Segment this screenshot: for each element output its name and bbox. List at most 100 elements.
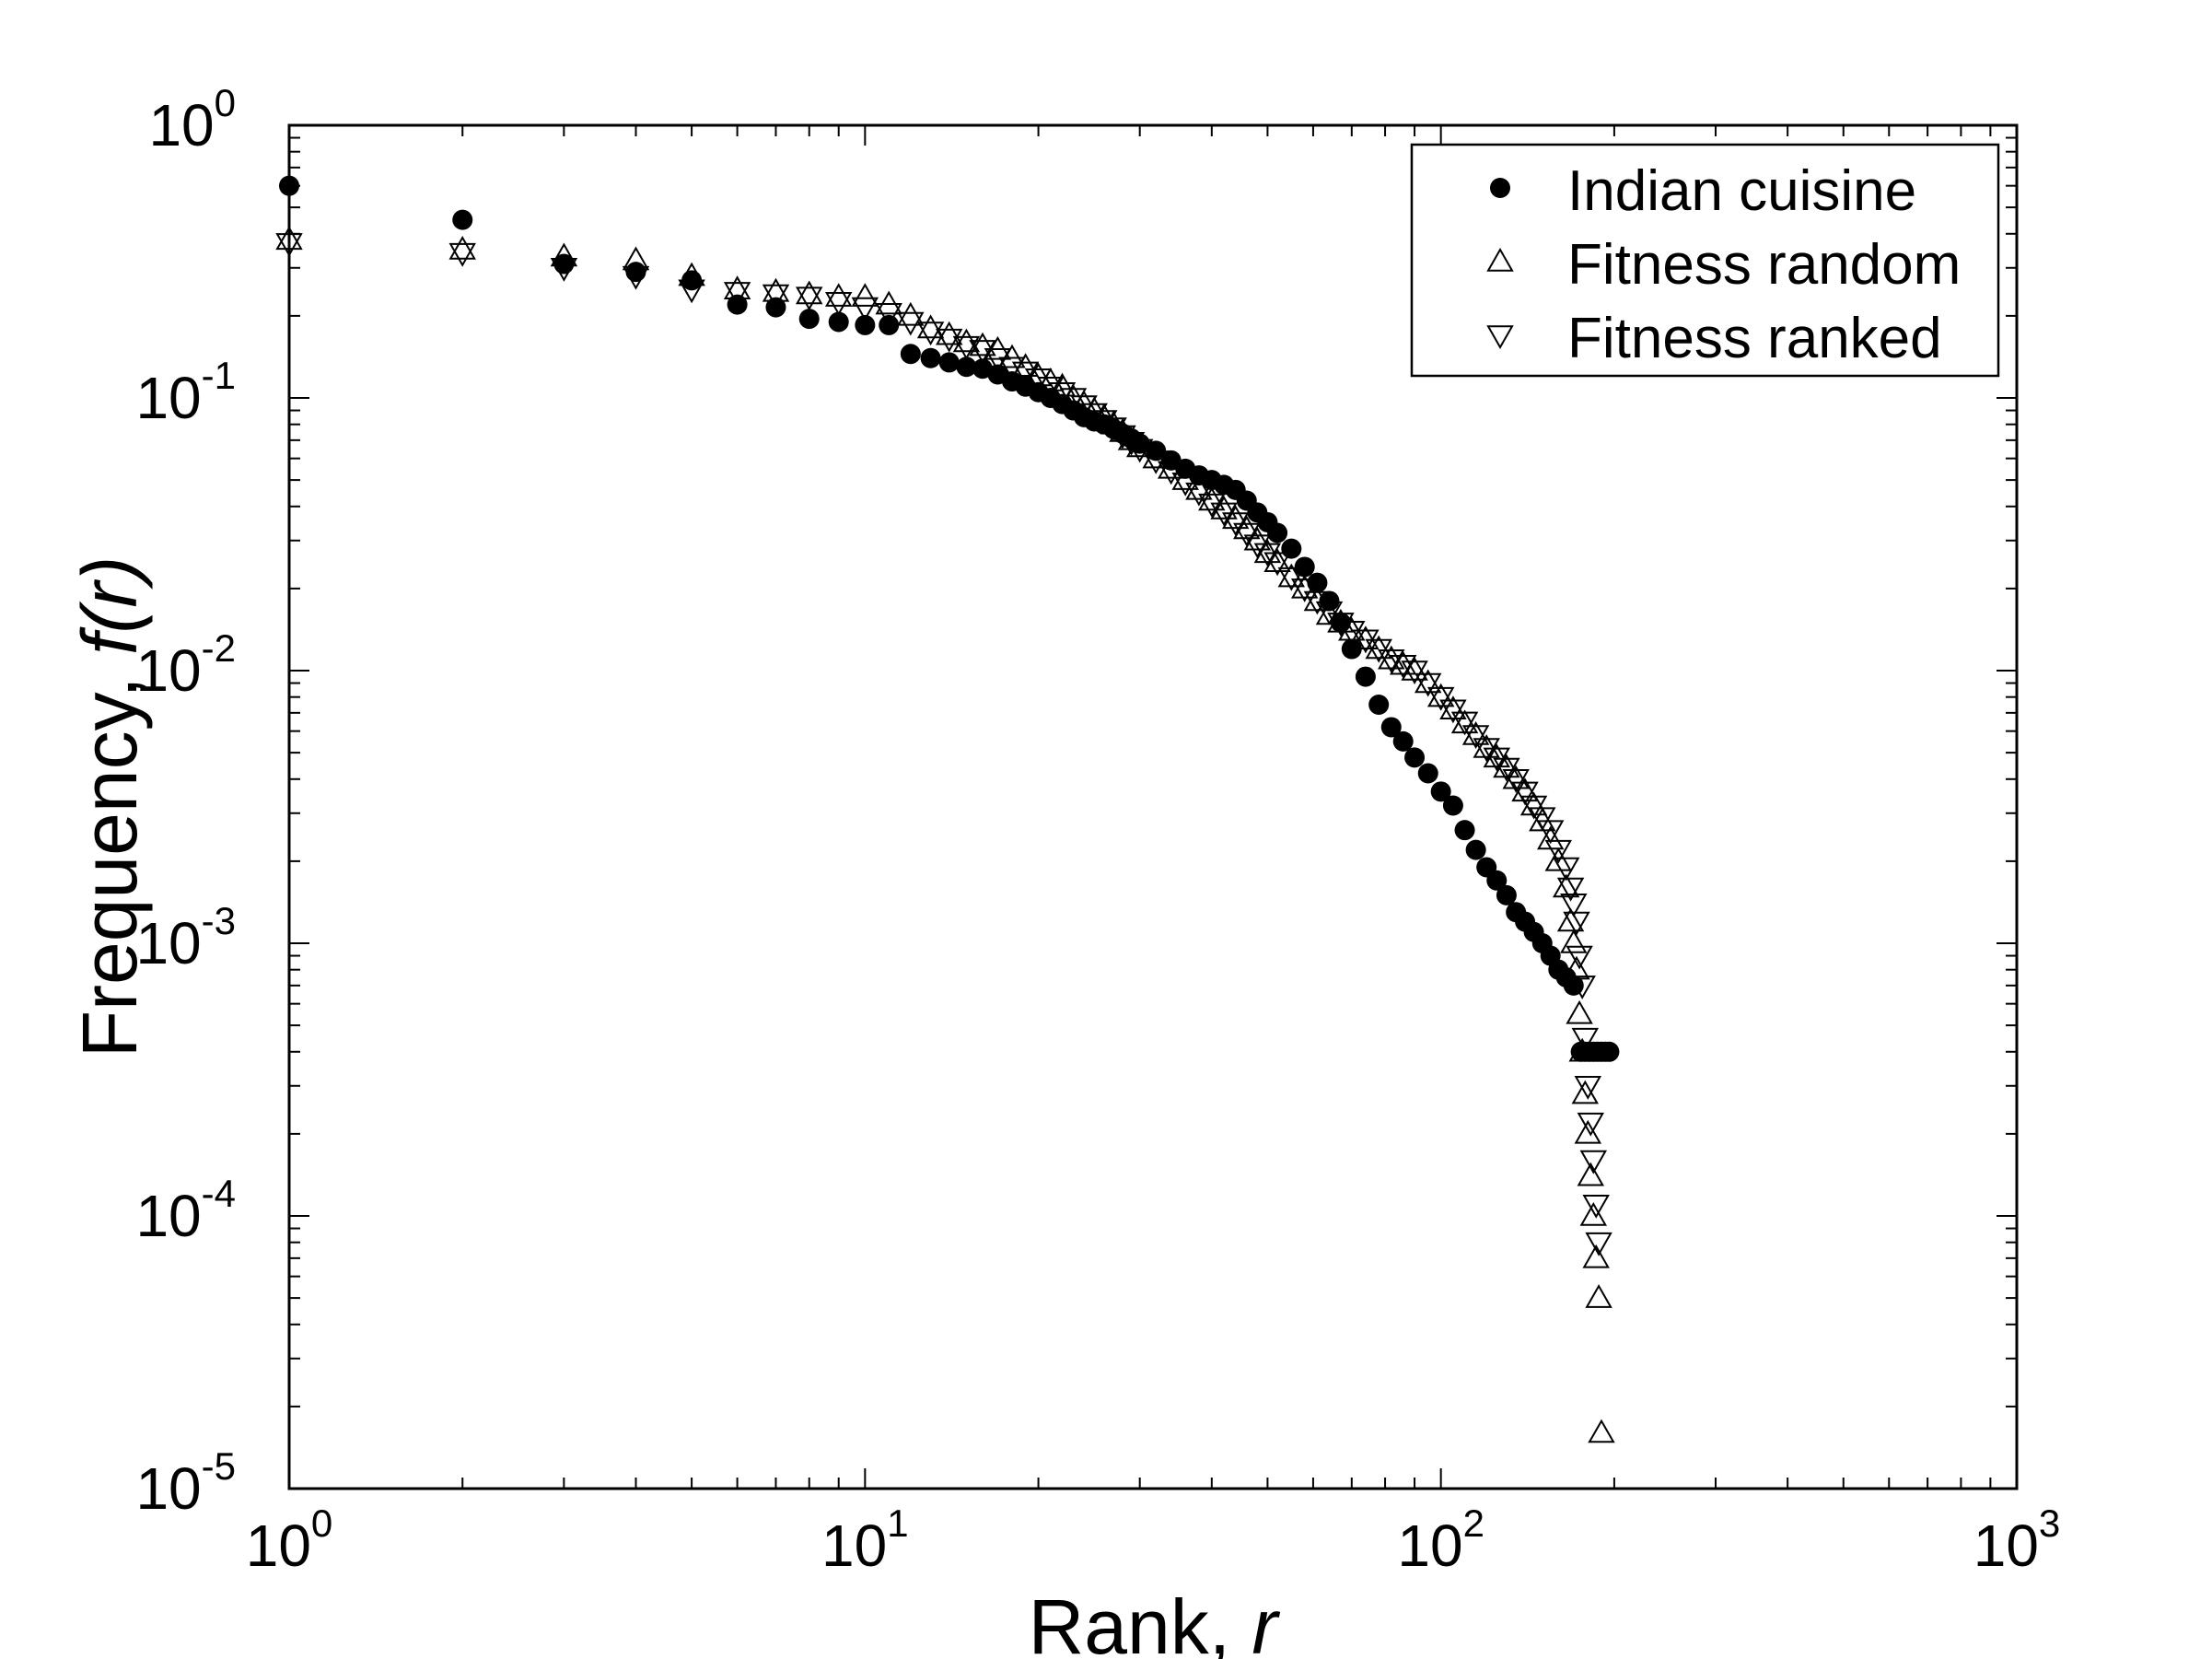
data-point — [952, 335, 981, 360]
data-point — [727, 294, 748, 315]
data-point — [855, 314, 876, 335]
data-point — [1493, 754, 1520, 778]
data-point — [1330, 612, 1351, 633]
data-point — [1414, 672, 1442, 697]
x-tick-label: 102 — [1397, 1501, 1484, 1579]
y-axis-title: Frequency, f(r) — [66, 556, 153, 1058]
data-point — [828, 311, 849, 333]
data-point — [1439, 699, 1467, 724]
data-point — [1585, 1232, 1612, 1256]
data-point — [851, 297, 879, 321]
plot-area — [287, 123, 2019, 1490]
legend-item: Fitness ranked — [1486, 307, 1942, 370]
data-point — [1380, 717, 1402, 738]
x-tick-label: 100 — [246, 1501, 333, 1579]
x-tick-label: 101 — [821, 1501, 909, 1579]
legend-item: Fitness random — [1486, 233, 1961, 297]
data-point — [1294, 556, 1315, 578]
data-point — [1365, 635, 1392, 660]
data-point — [765, 297, 786, 318]
legend-item: Indian cuisine — [1490, 159, 1916, 223]
data-point — [824, 292, 853, 316]
data-point — [1389, 650, 1417, 675]
data-point — [1338, 621, 1366, 645]
data-point — [1556, 907, 1585, 932]
data-point — [1263, 552, 1291, 577]
data-point — [1253, 543, 1282, 567]
data-point — [1563, 975, 1584, 996]
data-point — [1529, 807, 1556, 832]
y-tick-label: 100 — [148, 81, 236, 158]
data-point — [1011, 361, 1040, 386]
data-point — [1307, 572, 1328, 593]
data-point — [1378, 649, 1405, 673]
data-point — [1210, 495, 1238, 520]
y-tick-label: 10-2 — [135, 626, 236, 704]
data-point — [681, 270, 703, 291]
plot-frame — [287, 123, 2019, 1490]
legend-marker — [1486, 247, 1514, 272]
data-point — [1233, 522, 1261, 547]
axis-tick-labels: 100 101 102 103 100 10-1 10-2 10-3 10-4 10-5 — [135, 81, 2060, 1579]
data-point — [1473, 738, 1500, 763]
data-point — [1417, 763, 1438, 784]
data-point — [938, 352, 960, 373]
x-tick-label: 103 — [1973, 1501, 2061, 1579]
data-point — [1185, 475, 1213, 500]
data-point — [448, 242, 476, 267]
data-point — [275, 226, 303, 251]
data-point — [879, 314, 900, 335]
data-point — [1486, 870, 1508, 891]
data-point — [1579, 1201, 1608, 1226]
data-point — [1401, 660, 1428, 685]
data-point — [824, 283, 853, 307]
data-point — [897, 311, 925, 336]
data-point — [1454, 820, 1475, 841]
data-point — [1392, 730, 1414, 752]
y-tick-label: 10-4 — [135, 1172, 236, 1249]
legend-marker — [1490, 178, 1510, 198]
data-point — [1483, 743, 1511, 768]
data-point — [723, 282, 751, 306]
data-point — [1450, 711, 1479, 736]
data-point — [1560, 929, 1588, 953]
data-point — [1496, 884, 1517, 905]
data-point — [1556, 877, 1585, 902]
data-point — [762, 284, 790, 309]
data-point — [1368, 694, 1390, 715]
data-point — [1426, 686, 1455, 711]
data-point — [1577, 1162, 1605, 1186]
data-point — [1198, 486, 1226, 511]
data-point — [1582, 1244, 1610, 1268]
legend-label: Fitness ranked — [1567, 307, 1942, 370]
data-point — [1560, 894, 1588, 917]
data-point — [1574, 1119, 1602, 1144]
data-point — [1389, 655, 1417, 679]
y-tick-label: 10-1 — [135, 354, 236, 431]
data-point — [1502, 769, 1530, 793]
data-point — [1352, 625, 1380, 649]
data-point — [1129, 433, 1150, 454]
data-point — [1574, 1076, 1602, 1100]
data-point — [1319, 590, 1340, 612]
data-point — [1599, 1041, 1620, 1062]
data-point — [1563, 911, 1590, 936]
data-point — [1426, 683, 1455, 707]
data-point — [916, 314, 945, 339]
legend-box — [1410, 143, 2000, 378]
data-point — [1198, 493, 1226, 518]
data-point — [984, 348, 1012, 372]
data-point — [795, 280, 823, 305]
data-point — [998, 356, 1026, 381]
data-point — [1221, 505, 1250, 530]
data-point — [969, 332, 996, 356]
data-point — [1414, 669, 1442, 694]
axis-ticks — [288, 125, 2017, 1490]
data-point — [969, 340, 996, 364]
data-point — [956, 356, 977, 378]
data-point — [798, 309, 820, 330]
data-point — [1461, 720, 1490, 745]
data-point — [1442, 795, 1463, 816]
data-point — [1253, 539, 1282, 564]
data-point — [452, 209, 473, 230]
